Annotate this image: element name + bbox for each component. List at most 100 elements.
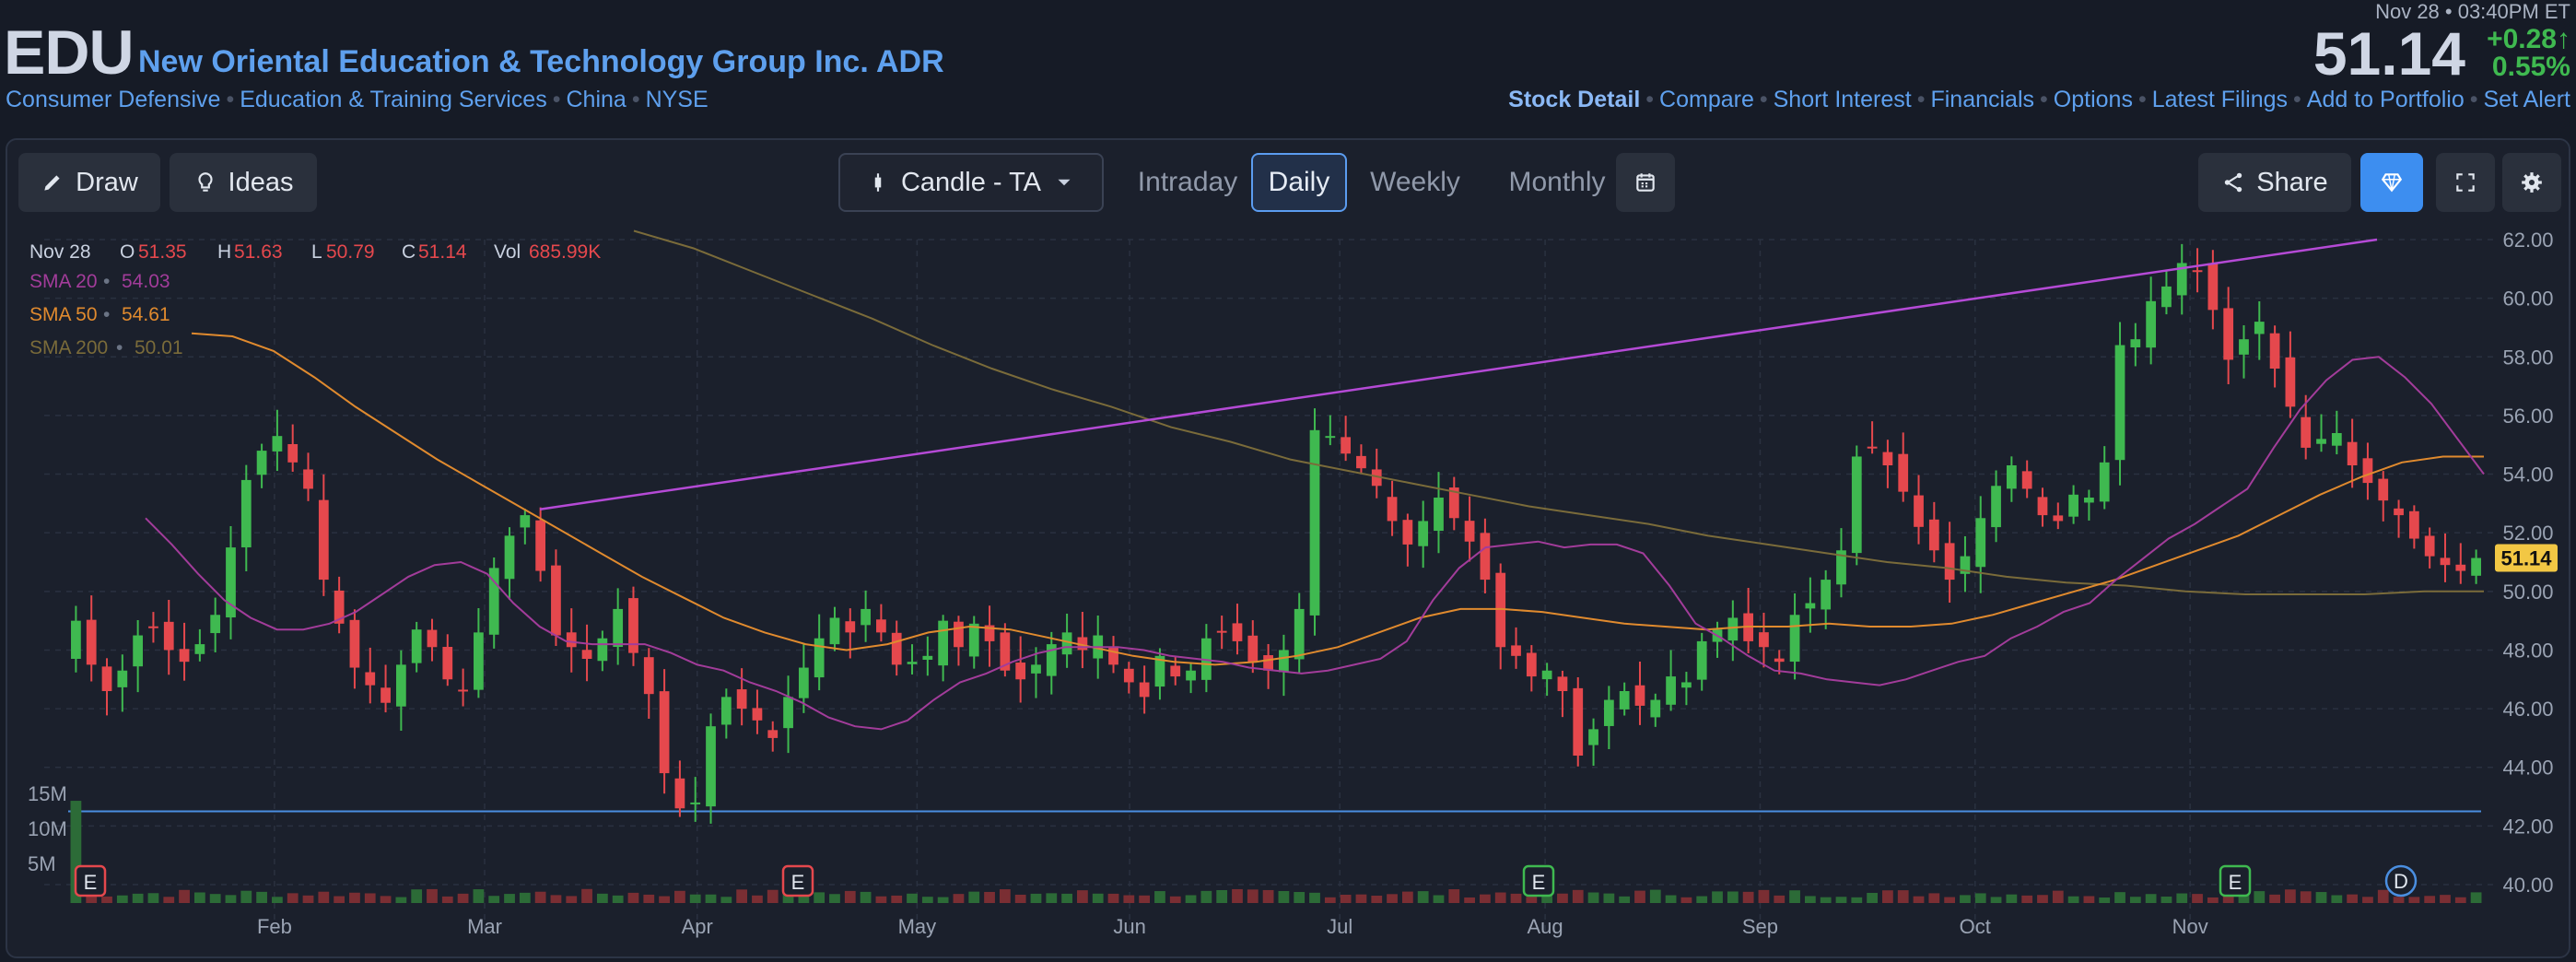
volume-bar: [70, 801, 82, 903]
candle-body: [1356, 455, 1366, 469]
y-tick-label: 54.00: [2502, 463, 2553, 487]
draw-button[interactable]: Draw: [18, 153, 160, 212]
earnings-marker: [1522, 864, 1555, 897]
link-options[interactable]: Options: [2053, 87, 2133, 112]
volume-bar: [1897, 890, 1909, 903]
range-intraday[interactable]: Intraday: [1137, 167, 1238, 197]
share-button[interactable]: Share: [2198, 153, 2351, 212]
dividend-marker: [2384, 864, 2418, 897]
candle-body: [628, 598, 638, 653]
tag-exchange[interactable]: NYSE: [645, 87, 708, 112]
candle-body: [767, 730, 779, 738]
candle-body: [1232, 623, 1243, 641]
link-compare[interactable]: Compare: [1659, 87, 1754, 112]
candle-body: [2146, 300, 2157, 348]
indicator-value: 50.01: [135, 337, 183, 358]
volume-bar: [1835, 897, 1847, 903]
y-tick-label: 44.00: [2502, 757, 2553, 780]
candle-body: [2176, 263, 2187, 296]
volume-bar: [488, 896, 500, 903]
volume-bar: [921, 897, 933, 903]
volume-bar: [2254, 891, 2266, 903]
premium-button[interactable]: [2360, 153, 2423, 212]
volume-bar: [2129, 897, 2141, 903]
date-picker-button[interactable]: [1616, 153, 1675, 212]
volume-bar: [2454, 897, 2466, 903]
last-price-tag: [2495, 544, 2558, 572]
candle-body: [1573, 687, 1584, 756]
grid-lines: [44, 239, 2493, 933]
link-set-alert[interactable]: Set Alert: [2483, 87, 2571, 112]
link-latest-filings[interactable]: Latest Filings: [2151, 87, 2289, 112]
candle-body: [861, 608, 871, 626]
volume-bar: [411, 889, 423, 903]
ohlc-legend-item: C: [402, 241, 416, 263]
candle-body: [2347, 441, 2358, 465]
volume-bar: [1851, 897, 1863, 903]
link-short-interest[interactable]: Short Interest: [1773, 87, 1912, 112]
candle-body: [1836, 550, 1846, 585]
y-tick-label: 62.00: [2502, 229, 2553, 252]
link-financials[interactable]: Financials: [1930, 87, 2035, 112]
volume-bar: [2315, 892, 2327, 903]
link-add-to-portfolio[interactable]: Add to Portfolio: [2306, 87, 2465, 112]
candle-body: [938, 620, 949, 666]
volume-bar: [844, 890, 856, 903]
sma200-line: [633, 229, 2484, 595]
volume-bar: [349, 892, 360, 903]
volume-bar: [891, 895, 903, 903]
indicator-value: 54.61: [122, 304, 170, 325]
volume-bar: [1185, 895, 1197, 903]
candle-body: [922, 655, 933, 660]
range-daily[interactable]: Daily: [1251, 153, 1347, 212]
candle-body: [2068, 494, 2078, 517]
tag-country[interactable]: China: [566, 87, 626, 112]
range-monthly[interactable]: Monthly: [1508, 167, 1606, 197]
chart-type-dropdown[interactable]: Candle - TA: [838, 153, 1104, 212]
price-chart[interactable]: 62.00 60.00 58.00 56.00 54.00 52.00 50.00 48.00…: [7, 140, 2570, 958]
volume-bar: [907, 893, 918, 903]
volume-bar: [2052, 890, 2064, 903]
candle-body: [1279, 650, 1289, 673]
settings-button[interactable]: [2502, 153, 2561, 212]
candle-body: [1402, 520, 1413, 545]
candle-body: [381, 687, 391, 703]
volume-bar: [1680, 897, 1692, 903]
x-tick-label: Sep: [1742, 915, 1778, 938]
candle-body: [720, 697, 732, 725]
ohlc-legend-item: Nov 28: [29, 241, 91, 263]
volume-bar: [2067, 896, 2079, 903]
volume-bar: [225, 895, 237, 903]
tag-sector[interactable]: Consumer Defensive: [6, 87, 221, 112]
chart-panel: 62.00 60.00 58.00 56.00 54.00 52.00 50.00 48.00…: [6, 138, 2570, 958]
candle-body: [148, 626, 158, 628]
candle-body: [101, 666, 112, 691]
company-name[interactable]: New Oriental Education & Technology Grou…: [138, 44, 944, 79]
dividend-marker-label: D: [2394, 870, 2408, 893]
range-weekly[interactable]: Weekly: [1370, 167, 1460, 197]
tag-industry[interactable]: Education & Training Services: [240, 87, 547, 112]
volume-bar: [2021, 895, 2033, 903]
ideas-button[interactable]: Ideas: [170, 153, 317, 212]
fullscreen-button[interactable]: [2436, 153, 2495, 212]
candle-body: [303, 469, 313, 489]
quote-header: EDU New Oriental Education & Technology …: [0, 0, 2576, 138]
indicator-name: SMA 200: [29, 337, 108, 358]
volume-bar: [2099, 897, 2111, 903]
volume-bar: [2440, 895, 2451, 903]
volume-bar: [1046, 893, 1058, 903]
ohlc-legend-item: 51.35: [138, 241, 187, 263]
candle-body: [1991, 486, 2001, 528]
candle-body: [1371, 469, 1382, 487]
link-stock-detail[interactable]: Stock Detail: [1508, 87, 1641, 112]
candle-body: [2053, 515, 2064, 522]
candle-body: [1309, 429, 1320, 616]
candle-body: [365, 672, 376, 686]
volume-bar: [937, 897, 949, 903]
share-icon: [2225, 172, 2242, 193]
ohlc-legend-item: H: [217, 241, 231, 263]
candle-body: [474, 632, 484, 690]
volume-bar: [441, 896, 453, 903]
calendar-icon: [1636, 173, 1655, 192]
candle-body: [1851, 456, 1862, 554]
